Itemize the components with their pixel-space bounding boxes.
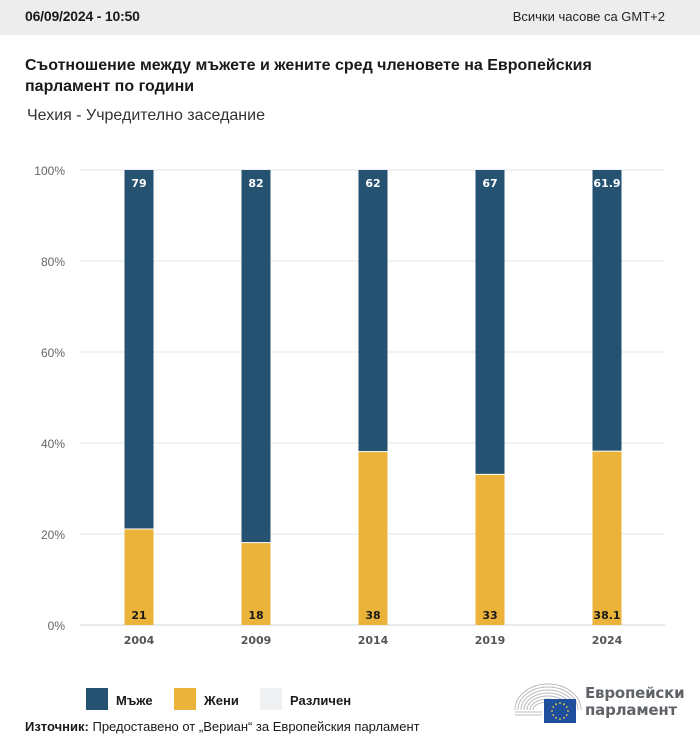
bar-women-2024 <box>592 451 622 625</box>
y-tick-label: 40% <box>41 437 65 451</box>
data-label-women: 38.1 <box>593 609 620 622</box>
x-tick-label: 2024 <box>592 634 623 647</box>
logo-text: Европейски парламент <box>585 684 685 719</box>
data-label-women: 38 <box>365 609 380 622</box>
data-labels: 79 21 82 18 62 38 67 33 61.9 38.1 <box>131 177 620 622</box>
legend-label: Различен <box>290 693 352 708</box>
logo-line-2: парламент <box>585 701 678 719</box>
bar-women-2009 <box>241 543 271 625</box>
y-axis-labels: 0% 20% 40% 60% 80% 100% <box>34 164 65 633</box>
data-label-men: 62 <box>365 177 380 190</box>
bar-men-2014 <box>358 170 388 452</box>
timezone-note: Всички часове са GMT+2 <box>512 9 665 24</box>
logo-line-1: Европейски <box>585 684 685 702</box>
data-label-men: 79 <box>131 177 146 190</box>
x-tick-label: 2014 <box>358 634 389 647</box>
stacked-bar-chart: 0% 20% 40% 60% 80% 100% 79 21 82 18 62 38 67 33 61.9 3… <box>34 164 665 647</box>
top-bar: 06/09/2024 - 10:50 Всички часове са GMT+… <box>0 0 700 35</box>
legend-swatch-other <box>260 688 282 710</box>
legend-label: Мъже <box>116 693 153 708</box>
bar-men-2004 <box>124 170 154 529</box>
european-parliament-hemicycle-icon <box>514 683 582 723</box>
chart-subtitle: Чехия - Учредително заседание <box>27 107 265 124</box>
data-label-men: 61.9 <box>593 177 620 190</box>
x-tick-label: 2019 <box>475 634 506 647</box>
y-tick-label: 80% <box>41 255 65 269</box>
source-text: Предоставено от „Вериан“ за Европейския … <box>88 719 420 734</box>
data-label-women: 33 <box>482 609 497 622</box>
bars <box>124 170 622 625</box>
chart-title: Съотношение между мъжете и жените сред ч… <box>25 57 592 95</box>
x-tick-label: 2009 <box>241 634 272 647</box>
x-tick-label: 2004 <box>124 634 155 647</box>
datetime-label: 06/09/2024 - 10:50 <box>25 8 140 24</box>
bar-men-2009 <box>241 170 271 543</box>
european-parliament-logo: Европейски парламент <box>512 680 692 725</box>
bar-women-2004 <box>124 529 154 625</box>
legend-swatch-men <box>86 688 108 710</box>
data-label-women: 21 <box>131 609 146 622</box>
legend-label: Жени <box>204 693 239 708</box>
bar-women-2019 <box>475 474 505 625</box>
y-tick-label: 20% <box>41 528 65 542</box>
data-label-men: 82 <box>248 177 263 190</box>
data-label-women: 18 <box>248 609 263 622</box>
bar-men-2024 <box>592 170 622 451</box>
y-tick-label: 60% <box>41 346 65 360</box>
y-tick-label: 0% <box>48 619 66 633</box>
legend-swatch-women <box>174 688 196 710</box>
bar-men-2019 <box>475 170 505 474</box>
bar-women-2014 <box>358 452 388 625</box>
x-axis-labels: 2004 2009 2014 2019 2024 <box>124 634 623 647</box>
y-tick-label: 100% <box>34 164 65 178</box>
data-label-men: 67 <box>482 177 497 190</box>
source-note: Източник: Предоставено от „Вериан“ за Ев… <box>25 719 420 734</box>
source-label: Източник: <box>25 719 89 734</box>
